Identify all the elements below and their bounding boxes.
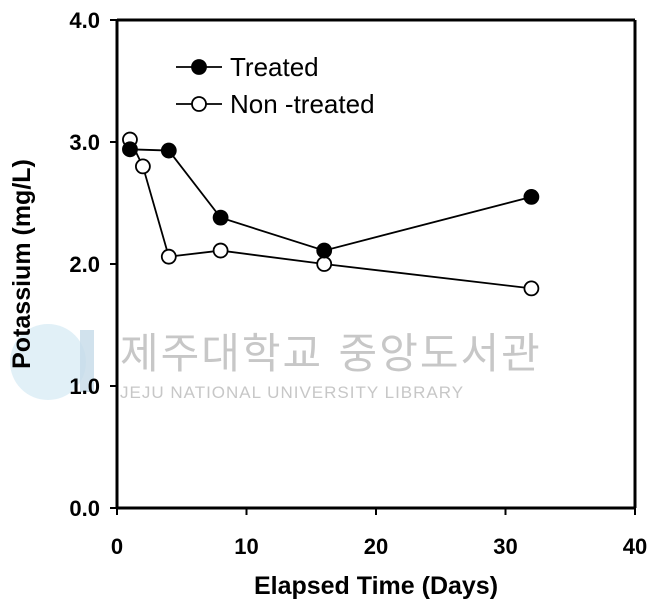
non-treated-point [212,242,229,259]
y-tick-label: 0.0 [69,496,100,521]
x-axis-title: Elapsed Time (Days) [254,572,498,600]
y-axis-title: Potassium (mg/L) [8,159,36,369]
non-treated-point [134,158,151,175]
watermark-logo-bar [80,330,94,392]
non-treated-point [523,280,540,297]
x-tick-label: 40 [623,534,647,559]
treated-point [523,188,540,205]
watermark-english-text: JEJU NATIONAL UNIVERSITY LIBRARY [120,383,464,402]
x-tick-label: 0 [111,534,123,559]
watermark: 제주대학교 중앙도서관 JEJU NATIONAL UNIVERSITY LIB… [10,324,542,402]
x-tick-label: 20 [364,534,388,559]
watermark-korean-text: 제주대학교 중앙도서관 [120,329,542,378]
y-tick-label: 2.0 [69,252,100,277]
legend: Treated Non -treated [176,52,375,119]
y-tick-label: 4.0 [69,8,100,33]
treated-point [212,209,229,226]
watermark-logo [10,324,86,400]
x-tick-label: 10 [234,534,258,559]
series-line-treated [129,148,532,252]
axis-ticks: 0 10 20 30 40 0.0 1.0 2.0 3.0 4.0 [69,8,647,559]
non-treated-point [160,248,177,265]
y-tick-label: 1.0 [69,374,100,399]
series-layer [122,131,540,297]
y-tick-label: 3.0 [69,130,100,155]
legend-marker [191,96,207,112]
non-treated-point [316,256,333,272]
legend-label: Non -treated [230,89,375,119]
legend-label: Treated [230,52,319,82]
treated-point [122,141,138,158]
treated-point [160,142,177,159]
x-tick-label: 30 [493,534,517,559]
legend-marker [191,59,207,75]
treated-point [316,242,333,259]
